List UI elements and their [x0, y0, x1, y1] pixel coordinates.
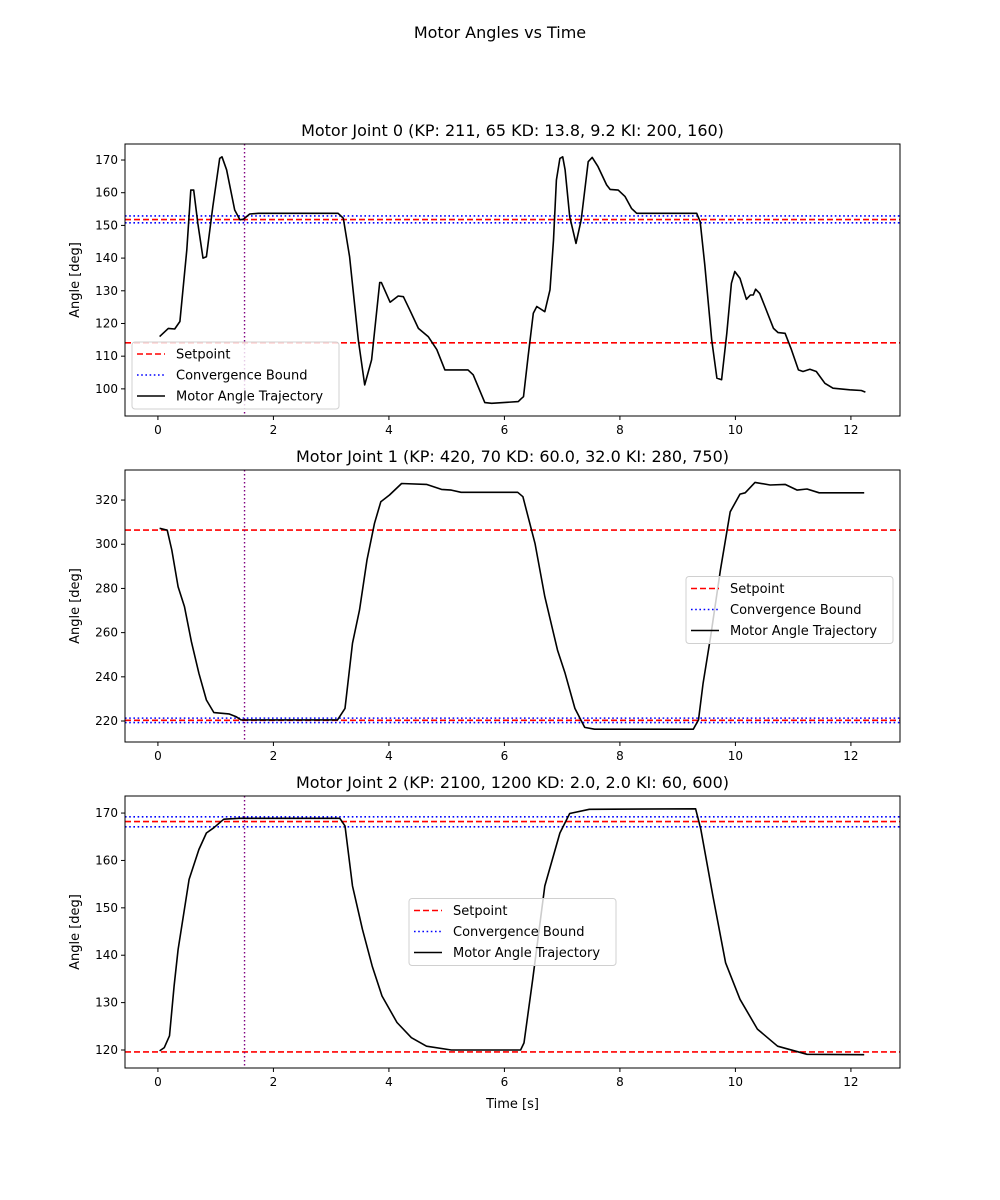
x-tick-label: 6	[501, 749, 509, 763]
y-tick-label: 160	[95, 853, 118, 867]
y-tick-label: 150	[95, 218, 118, 232]
x-axis-label: Time [s]	[485, 1097, 539, 1112]
axes-frame	[124, 795, 901, 1069]
y-tick-label: 150	[95, 901, 118, 915]
plot-area	[125, 470, 900, 742]
subplot-1: Motor Joint 1 (KP: 420, 70 KD: 60.0, 32.…	[68, 447, 901, 763]
legend-box	[408, 898, 617, 966]
y-tick-label: 130	[95, 284, 118, 298]
x-tick-label: 4	[385, 749, 393, 763]
subplot-title: Motor Joint 2 (KP: 2100, 1200 KD: 2.0, 2…	[296, 773, 729, 792]
x-tick-label: 12	[843, 749, 858, 763]
x-tick-label: 4	[385, 1075, 393, 1089]
x-tick-label: 0	[154, 749, 162, 763]
motor-angle-trajectory	[159, 156, 866, 405]
y-tick-label: 170	[95, 806, 118, 820]
y-tick-label: 120	[95, 1043, 118, 1057]
x-tick-label: 12	[843, 423, 858, 437]
subplot-2: Motor Joint 2 (KP: 2100, 1200 KD: 2.0, 2…	[68, 773, 901, 1112]
y-tick-label: 280	[95, 581, 118, 595]
figure-title: Motor Angles vs Time	[414, 23, 586, 42]
x-tick-label: 0	[154, 1075, 162, 1089]
x-tick-label: 2	[270, 749, 278, 763]
subplot-title: Motor Joint 0 (KP: 211, 65 KD: 13.8, 9.2…	[301, 121, 724, 140]
y-tick-label: 260	[95, 626, 118, 640]
x-tick-label: 8	[616, 749, 624, 763]
x-tick-label: 12	[843, 1075, 858, 1089]
legend-label: Setpoint	[730, 582, 785, 597]
y-tick-label: 130	[95, 996, 118, 1010]
y-axis-label: Angle [deg]	[68, 894, 83, 970]
legend: Setpoint Convergence Bound Motor Angle Tra…	[408, 898, 617, 966]
y-tick-label: 320	[95, 493, 118, 507]
y-tick-label: 110	[95, 349, 118, 363]
y-tick-label: 240	[95, 670, 118, 684]
x-tick-label: 10	[728, 1075, 743, 1089]
legend-box	[131, 341, 340, 410]
legend-label: Setpoint	[453, 904, 508, 919]
y-axis-label: Angle [deg]	[68, 242, 83, 318]
legend-label: Setpoint	[176, 348, 231, 363]
y-tick-label: 100	[95, 382, 118, 396]
axes-frame	[124, 143, 901, 417]
legend-label: Motor Angle Trajectory	[730, 624, 877, 639]
y-tick-label: 160	[95, 186, 118, 200]
x-tick-label: 8	[616, 423, 624, 437]
legend-box	[685, 576, 894, 644]
legend: Setpoint Convergence Bound Motor Angle Tra…	[685, 576, 894, 644]
y-tick-label: 300	[95, 537, 118, 551]
legend-label: Convergence Bound	[453, 925, 584, 940]
legend-label: Convergence Bound	[176, 369, 307, 384]
y-tick-label: 220	[95, 714, 118, 728]
x-tick-label: 2	[270, 423, 278, 437]
x-tick-label: 8	[616, 1075, 624, 1089]
legend-label: Motor Angle Trajectory	[176, 390, 323, 405]
plot-area	[125, 796, 900, 1068]
x-tick-label: 10	[728, 423, 743, 437]
legend-label: Motor Angle Trajectory	[453, 946, 600, 961]
y-tick-label: 140	[95, 251, 118, 265]
x-tick-label: 2	[270, 1075, 278, 1089]
x-tick-label: 6	[501, 1075, 509, 1089]
x-tick-label: 6	[501, 423, 509, 437]
y-tick-label: 140	[95, 948, 118, 962]
x-tick-label: 10	[728, 749, 743, 763]
subplot-title: Motor Joint 1 (KP: 420, 70 KD: 60.0, 32.…	[296, 447, 729, 466]
axes-frame	[124, 469, 901, 743]
legend: Setpoint Convergence Bound Motor Angle Tra…	[131, 341, 340, 410]
x-tick-label: 4	[385, 423, 393, 437]
legend-label: Convergence Bound	[730, 603, 861, 618]
y-axis-label: Angle [deg]	[68, 568, 83, 644]
y-tick-label: 170	[95, 153, 118, 167]
subplot-0: Motor Joint 0 (KP: 211, 65 KD: 13.8, 9.2…	[68, 121, 901, 437]
motor-angle-trajectory	[159, 808, 865, 1056]
x-tick-label: 0	[154, 423, 162, 437]
motor-angle-trajectory	[159, 481, 865, 730]
y-tick-label: 120	[95, 316, 118, 330]
